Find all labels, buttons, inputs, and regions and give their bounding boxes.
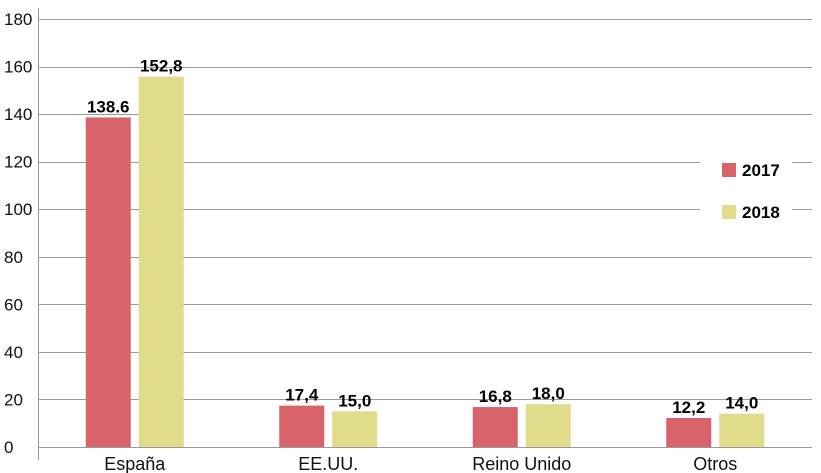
bar-2018-1 <box>332 411 378 447</box>
data-label: 152,8 <box>140 57 183 76</box>
y-tick-label: 60 <box>4 295 23 314</box>
bar-2018-3 <box>719 413 765 447</box>
data-labels: 138.6 152,8 17,4 15,0 16,8 18,0 12,2 14,0 <box>87 57 758 417</box>
data-label: 17,4 <box>285 386 319 405</box>
x-category-label: Reino Unido <box>472 454 571 473</box>
x-category-label: EE.UU. <box>298 454 358 473</box>
data-label: 12,2 <box>672 398 705 417</box>
y-tick-label: 80 <box>4 248 23 267</box>
y-tick-label: 20 <box>4 390 23 409</box>
legend-swatch-2017 <box>722 163 736 177</box>
legend: 2017 2018 <box>700 146 792 222</box>
y-tick-label: 40 <box>4 343 23 362</box>
data-label: 18,0 <box>532 384 565 403</box>
y-tick-label: 120 <box>4 153 32 172</box>
category-labels: España EE.UU. Reino Unido Otros <box>104 454 737 473</box>
legend-label: 2017 <box>742 161 780 180</box>
legend-box <box>700 146 792 220</box>
legend-swatch-2018 <box>722 205 736 219</box>
y-tick-labels: 0 20 40 60 80 100 120 140 160 180 <box>4 10 32 457</box>
bar-2017-3 <box>666 417 712 447</box>
y-tick-label: 100 <box>4 200 32 219</box>
y-tick-label: 160 <box>4 58 32 77</box>
legend-label: 2018 <box>742 203 780 222</box>
y-tick-label: 140 <box>4 105 32 124</box>
y-tick-label: 180 <box>4 10 32 29</box>
data-label: 14,0 <box>725 394 758 413</box>
bar-2017-0 <box>85 117 131 447</box>
y-tick-label: 0 <box>4 438 13 457</box>
x-category-label: España <box>104 454 166 473</box>
data-label: 15,0 <box>338 391 371 410</box>
bar-2018-0 <box>138 76 184 447</box>
bar-2018-2 <box>525 404 571 447</box>
data-label: 138.6 <box>87 97 130 116</box>
x-category-label: Otros <box>693 454 737 473</box>
bar-2017-1 <box>279 405 325 447</box>
axes <box>38 8 812 460</box>
data-label: 16,8 <box>479 387 512 406</box>
bars <box>85 76 765 447</box>
bar-2017-2 <box>472 407 518 447</box>
